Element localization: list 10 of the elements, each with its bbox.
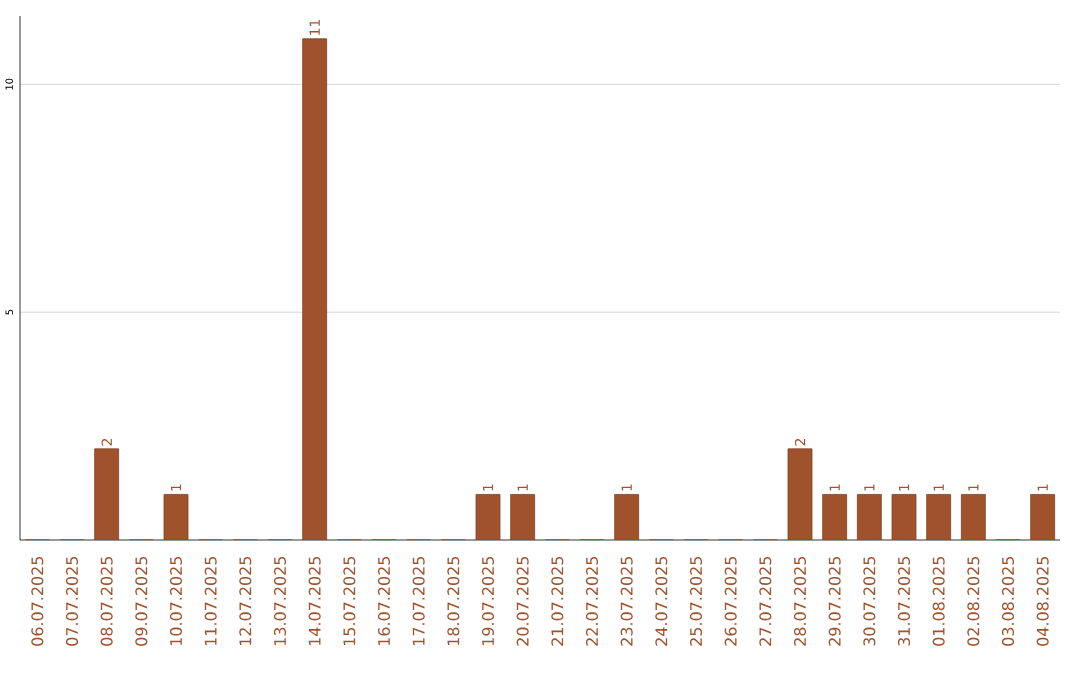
bar [94, 448, 120, 540]
bar [926, 494, 952, 540]
bar [302, 38, 328, 540]
bar [1030, 494, 1056, 540]
bar [856, 494, 882, 540]
bar [960, 494, 986, 540]
bar [614, 494, 640, 540]
bar [787, 448, 813, 540]
bar [822, 494, 848, 540]
bar [510, 494, 536, 540]
